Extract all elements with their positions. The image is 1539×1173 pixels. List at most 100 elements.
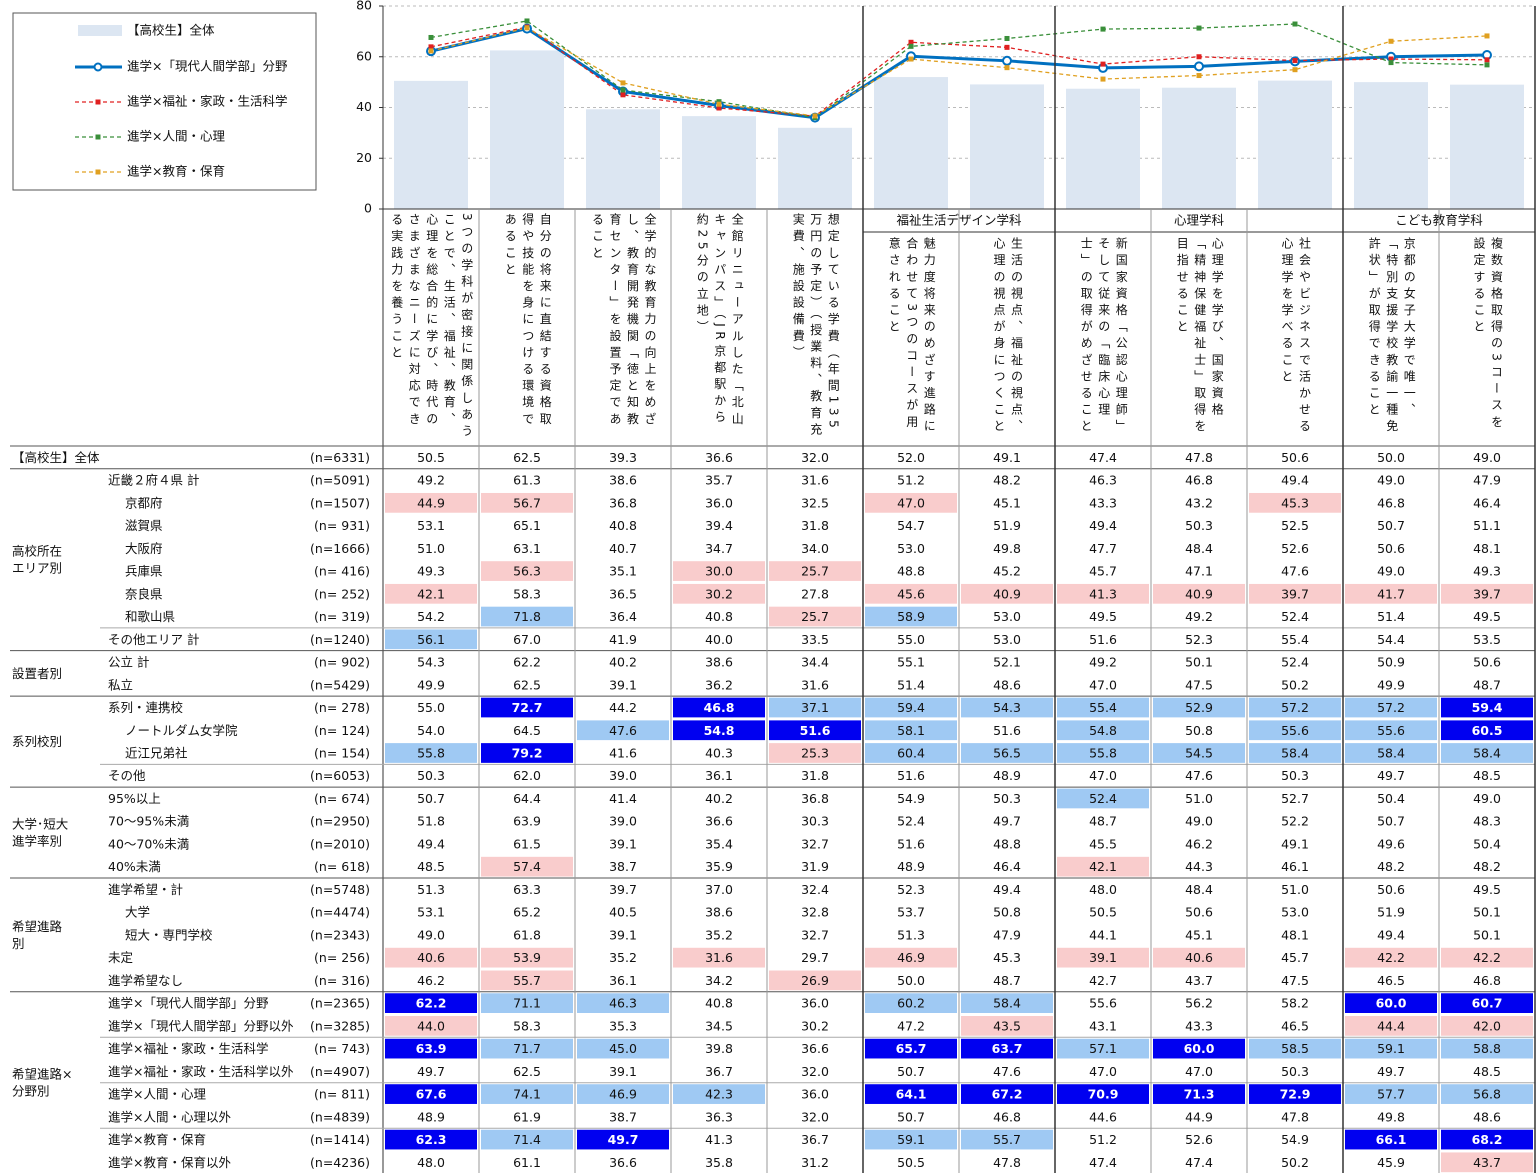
- cell-value: 39.1: [609, 1064, 637, 1079]
- cell-value: 53.5: [1473, 632, 1501, 647]
- point: [1100, 26, 1106, 32]
- cell-value: 48.2: [1377, 859, 1405, 874]
- bar: [970, 84, 1044, 209]
- cell-value: 40.8: [609, 518, 637, 533]
- cell-value: 49.9: [1377, 677, 1405, 692]
- cell-value: 35.1: [609, 564, 637, 579]
- cell-value: 38.6: [705, 655, 733, 670]
- cell-value: 46.2: [417, 973, 445, 988]
- cell-shade: [577, 1084, 669, 1104]
- series-line: [430, 26, 1488, 117]
- cell-value: 46.8: [1473, 973, 1501, 988]
- row-label: 未定: [108, 950, 133, 965]
- row-n: (n=4839): [310, 1109, 370, 1124]
- cell-value: 49.0: [1377, 473, 1405, 488]
- cell-value: 49.4: [417, 836, 445, 851]
- cell-shade: [481, 606, 573, 627]
- cell-value: 48.8: [897, 564, 925, 579]
- cell-value: 52.6: [1185, 1132, 1213, 1147]
- cell-value: 47.0: [1185, 1064, 1213, 1079]
- column-header: 自分の将来に直結する資格取得や技能を身につける環境であること: [503, 213, 553, 429]
- row-label: 近江兄弟社: [125, 745, 188, 760]
- cell-shade: [1345, 1016, 1437, 1036]
- cell-value: 58.5: [1281, 1041, 1309, 1056]
- cell-value: 32.0: [801, 450, 829, 465]
- cell-value: 46.5: [1281, 1018, 1309, 1033]
- row-n: (n= 416): [314, 564, 370, 579]
- cell-shade: [481, 697, 573, 718]
- cell-value: 58.2: [1281, 996, 1309, 1011]
- cell-value: 40.9: [993, 586, 1021, 601]
- cell-value: 61.5: [513, 836, 541, 851]
- cell-value: 54.8: [1089, 723, 1117, 738]
- cell-shade: [1153, 697, 1245, 718]
- cell-value: 54.4: [1377, 632, 1405, 647]
- cell-value: 49.8: [993, 541, 1021, 556]
- cell-value: 53.0: [993, 632, 1021, 647]
- row-label: 進学×「現代人間学部」分野: [108, 996, 269, 1011]
- cell-shade: [1345, 1129, 1437, 1150]
- cell-value: 60.5: [1472, 723, 1503, 738]
- cell-shade: [385, 1129, 477, 1150]
- cell-value: 47.4: [1185, 1155, 1213, 1170]
- cell-value: 64.1: [896, 1087, 927, 1102]
- cell-value: 51.6: [800, 723, 831, 738]
- point: [1194, 61, 1204, 72]
- cell-value: 45.5: [1089, 836, 1117, 851]
- cell-value: 50.7: [897, 1109, 925, 1124]
- row-n: (n= 154): [314, 745, 370, 760]
- cell-shade: [769, 720, 861, 741]
- cell-value: 49.1: [1281, 836, 1309, 851]
- cell-value: 35.3: [609, 1018, 637, 1033]
- row-label: 系列・連携校: [108, 700, 184, 715]
- cell-value: 62.2: [513, 655, 541, 670]
- cell-value: 51.8: [417, 814, 445, 829]
- point: [1388, 60, 1394, 66]
- cell-value: 57.7: [1377, 1087, 1405, 1102]
- cell-value: 56.7: [513, 495, 541, 510]
- cell-value: 59.4: [897, 700, 925, 715]
- legend-label: 【高校生】全体: [127, 23, 215, 38]
- cell-value: 39.7: [1281, 586, 1309, 601]
- row-n: (n= 811): [314, 1087, 370, 1102]
- cell-value: 63.3: [513, 882, 541, 897]
- row-n: (n= 319): [314, 609, 370, 624]
- cell-value: 43.2: [1185, 495, 1213, 510]
- cell-value: 47.9: [1473, 473, 1501, 488]
- cell-value: 60.4: [897, 745, 925, 760]
- group-label: 希望進路×: [12, 1067, 72, 1082]
- row-n: (n=1507): [310, 495, 370, 510]
- cell-value: 50.5: [1089, 905, 1117, 920]
- cell-value: 51.6: [1089, 632, 1117, 647]
- cell-value: 49.1: [993, 450, 1021, 465]
- cell-value: 45.6: [897, 586, 925, 601]
- cell-value: 46.8: [1377, 495, 1405, 510]
- series-line: [430, 20, 1488, 119]
- row-label: 40%未満: [108, 859, 161, 874]
- cell-shade: [577, 1038, 669, 1059]
- cell-value: 50.7: [417, 791, 445, 806]
- cell-value: 34.4: [801, 655, 829, 670]
- cell-value: 31.8: [801, 518, 829, 533]
- cell-value: 47.0: [1089, 677, 1117, 692]
- cell-value: 55.6: [1281, 723, 1309, 738]
- cell-value: 52.7: [1281, 791, 1309, 806]
- cell-value: 39.1: [609, 836, 637, 851]
- cell-value: 52.4: [1281, 609, 1309, 624]
- cell-value: 57.1: [1089, 1041, 1117, 1056]
- cell-value: 51.0: [417, 541, 445, 556]
- point: [716, 105, 722, 111]
- cell-value: 62.3: [416, 1132, 447, 1147]
- cell-shade: [865, 1129, 957, 1150]
- cell-value: 53.9: [513, 950, 541, 965]
- cell-value: 51.1: [1473, 518, 1501, 533]
- group-label: 進学率別: [12, 834, 62, 849]
- cell-value: 56.1: [417, 632, 445, 647]
- point: [1196, 54, 1202, 60]
- cell-value: 58.4: [1281, 745, 1309, 760]
- cell-value: 38.6: [705, 905, 733, 920]
- cell-value: 48.1: [1281, 927, 1309, 942]
- cell-value: 45.3: [1281, 495, 1309, 510]
- cell-shade: [385, 1038, 477, 1059]
